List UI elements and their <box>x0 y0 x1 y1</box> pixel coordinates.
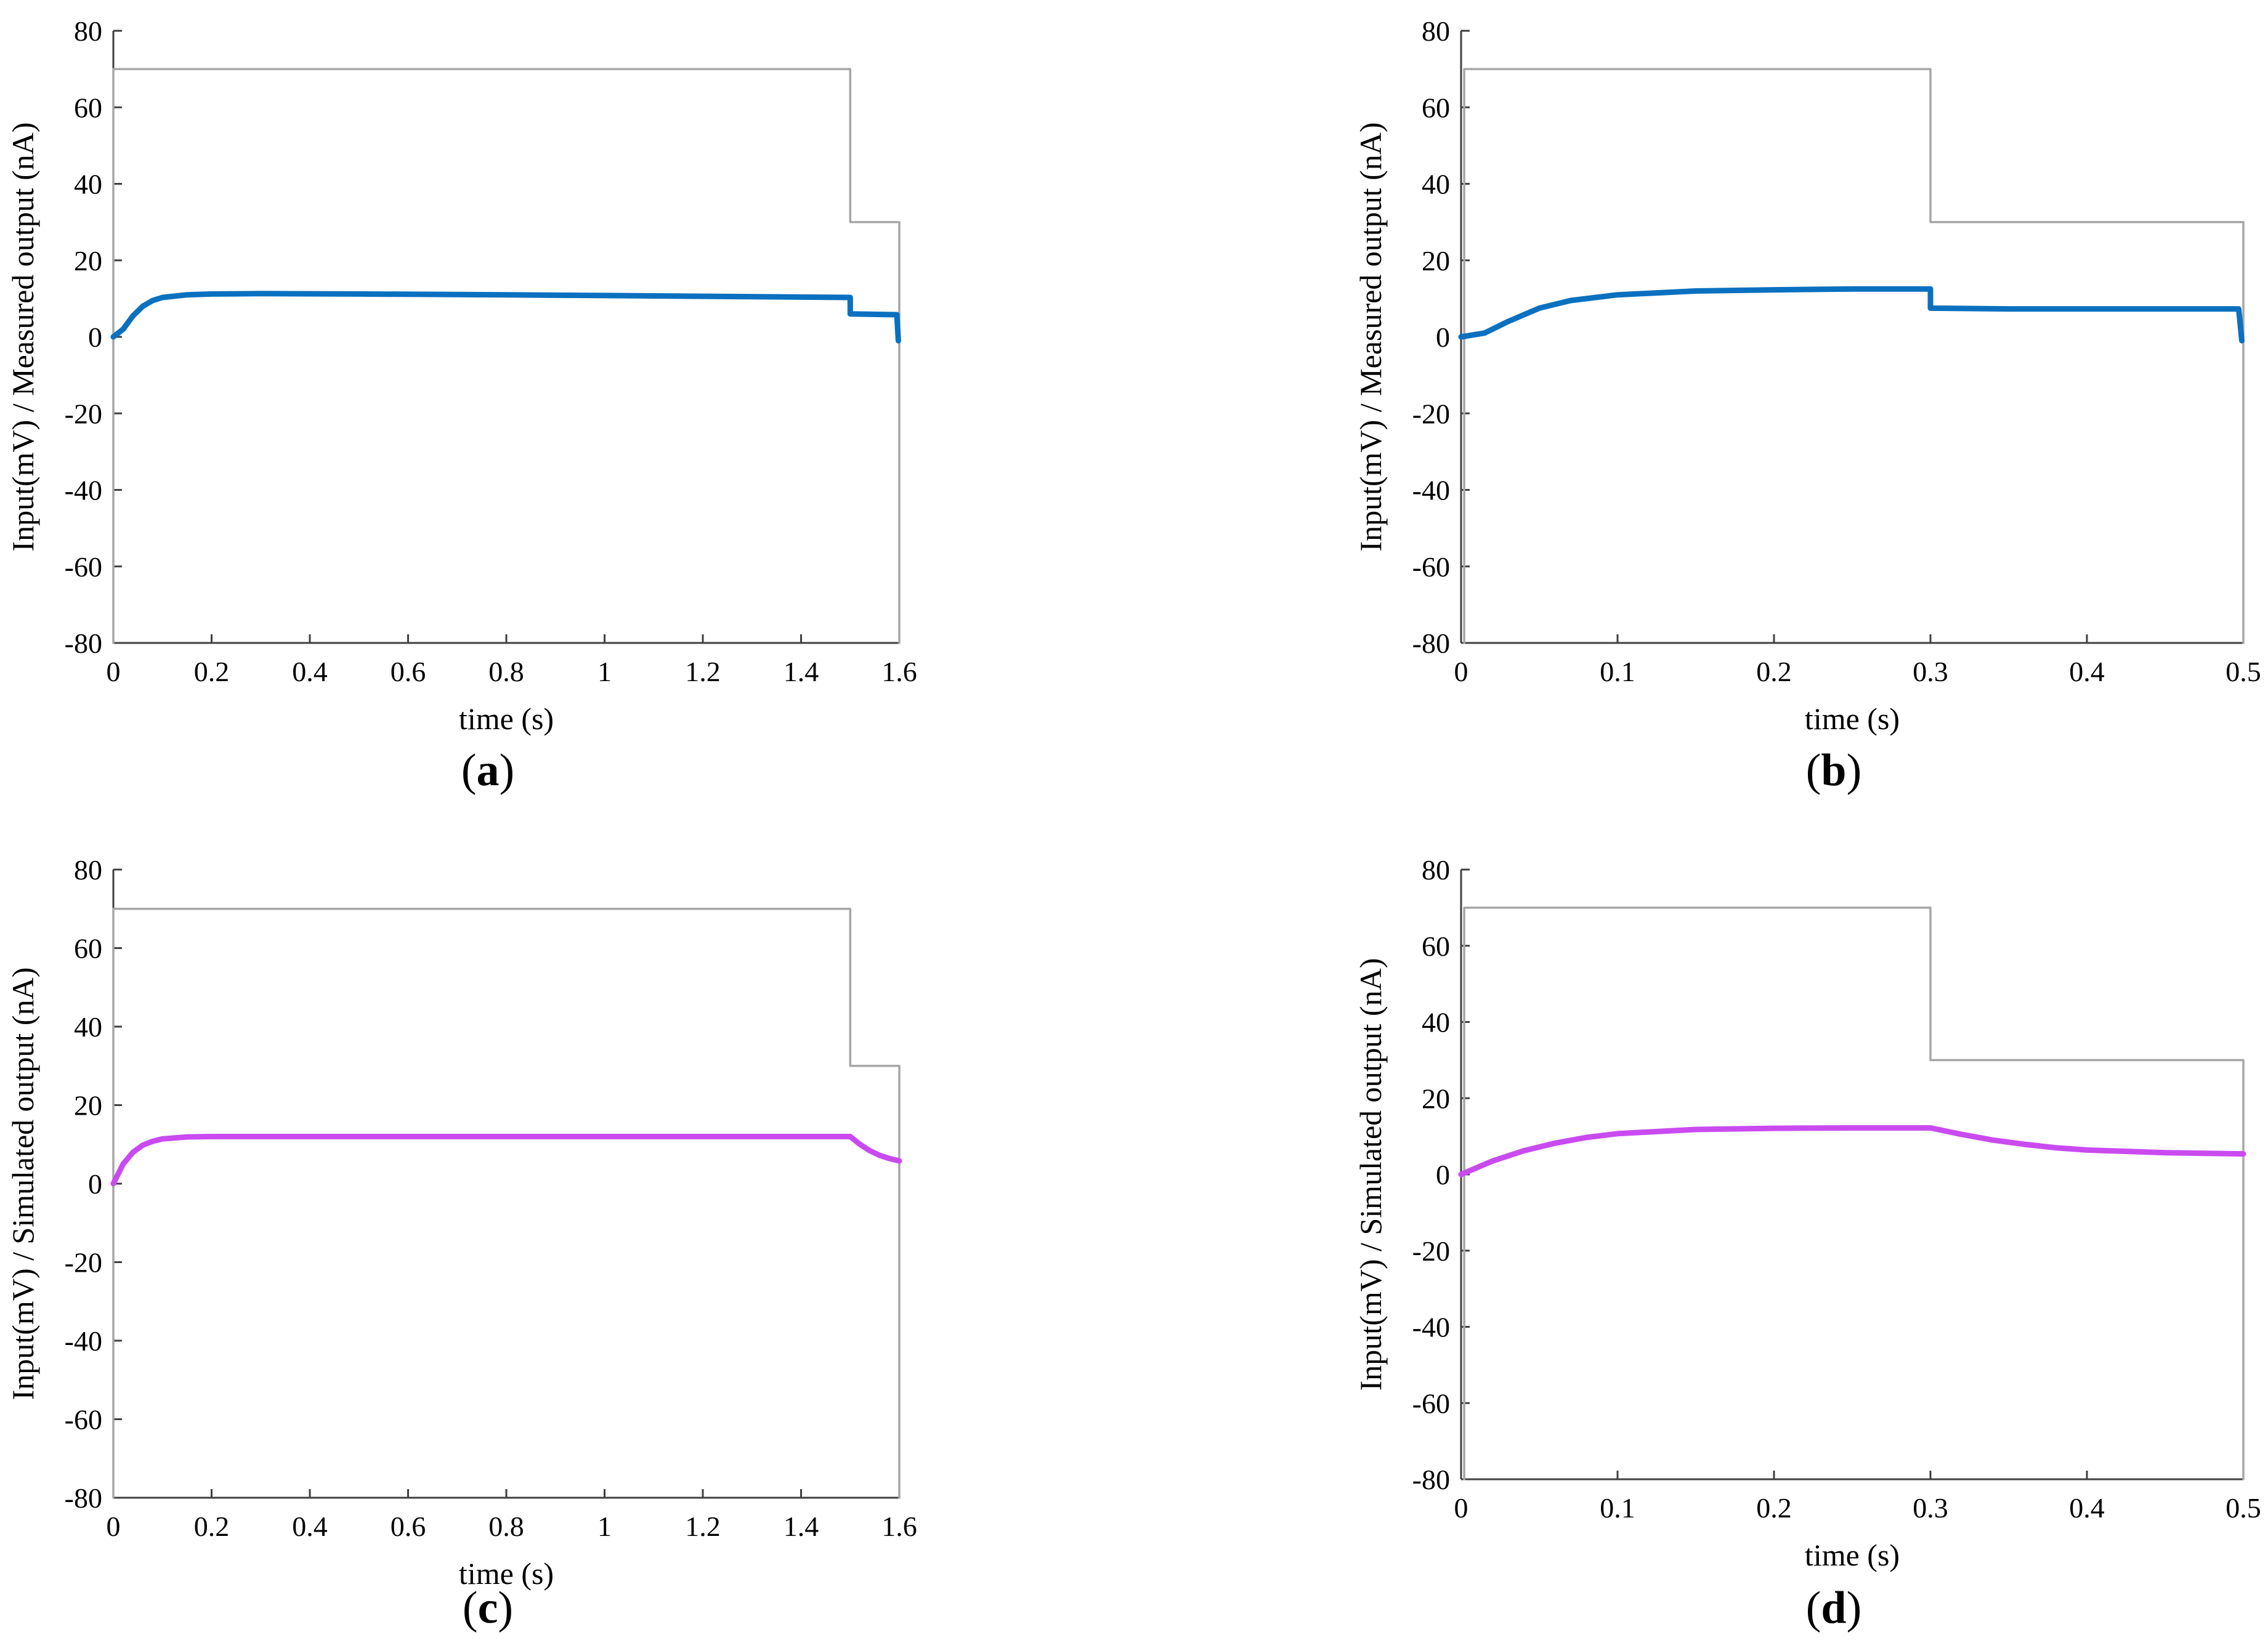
y-tick-label: 80 <box>1422 15 1450 47</box>
x-tick-label: 0.2 <box>1756 656 1792 687</box>
chart-panel-c: -80 -60 -40 -20 0 20 40 60 80 0 0.2 0.4 0.6 0.8 1 1.2 1.… <box>6 854 917 1633</box>
x-tick-label: 0 <box>1454 1492 1468 1524</box>
x-tick-label: 0.2 <box>194 1511 230 1542</box>
y-tick-label: -60 <box>1412 1387 1450 1419</box>
y-tick-label: -40 <box>65 475 102 506</box>
y-tick-label: -20 <box>1412 398 1450 429</box>
y-tick-label: 0 <box>88 1168 102 1200</box>
y-tick-label: 20 <box>1422 245 1450 277</box>
y-tick-label: 40 <box>74 169 102 200</box>
y-axis-title: Input(mV) / Simulated output (nA) <box>1353 958 1388 1391</box>
input-series-line <box>1463 68 2245 644</box>
x-tick-label: 0 <box>107 1511 121 1542</box>
y-tick-label: -20 <box>1412 1235 1450 1267</box>
panel-letter: c <box>478 1583 498 1633</box>
y-tick-label: -80 <box>65 1482 102 1514</box>
y-tick-label: -20 <box>65 398 102 429</box>
y-tick-label: -80 <box>1412 628 1450 659</box>
y-tick-label: 80 <box>1422 854 1450 886</box>
x-axis-title: time (s) <box>459 701 554 736</box>
panel-label: (c) <box>463 1583 513 1633</box>
panel-label: (b) <box>1806 745 1861 796</box>
x-tick-label: 1 <box>597 1511 612 1542</box>
chart-panel-a: -80 -60 -40 -20 0 20 40 60 80 0 0.2 0.4 0.6 0.8 1 1.2 1.… <box>6 15 917 796</box>
y-tick-label: -80 <box>1412 1464 1450 1495</box>
measured-output-line <box>110 291 901 344</box>
y-axis-title: Input(mV) / Measured output (nA) <box>6 122 40 551</box>
panel-label: (a) <box>461 745 514 796</box>
panel-letter: d <box>1821 1583 1846 1633</box>
input-series-line <box>112 68 901 644</box>
x-tick-label: 1.6 <box>881 656 917 687</box>
simulated-output-line <box>1458 1125 2246 1177</box>
x-tick-label: 0 <box>1454 656 1468 687</box>
y-tick-label: -60 <box>1412 551 1450 583</box>
y-tick-label: 0 <box>88 321 102 353</box>
y-tick-label: 60 <box>74 933 102 964</box>
y-tick-label: -40 <box>65 1325 102 1357</box>
x-tick-label: 1.2 <box>685 656 721 687</box>
y-tick-label: -40 <box>1412 475 1450 506</box>
x-tick-label: 0 <box>107 656 121 687</box>
x-tick-label: 0.1 <box>1600 656 1635 687</box>
y-tick-label: 20 <box>1422 1083 1450 1114</box>
x-tick-label: 1.2 <box>685 1511 721 1542</box>
y-tick-label: -60 <box>65 551 102 583</box>
y-tick-label: 80 <box>74 854 102 886</box>
x-tick-label: 0.3 <box>1913 1492 1948 1524</box>
x-tick-label: 0.6 <box>391 1511 426 1542</box>
y-tick-label: 40 <box>1422 169 1450 200</box>
y-tick-label: -20 <box>65 1247 102 1278</box>
y-tick-label: 80 <box>74 15 102 47</box>
chart-panel-b: -80 -60 -40 -20 0 20 40 60 80 0 0.1 0.2 0.3 0.4 0.5 tim… <box>1353 15 2261 796</box>
y-tick-label: 40 <box>74 1011 102 1043</box>
panel-label: (d) <box>1806 1583 1861 1633</box>
y-axis-title: Input(mV) / Measured output (nA) <box>1353 122 1388 551</box>
y-tick-label: 20 <box>74 1090 102 1121</box>
x-tick-label: 0.1 <box>1600 1492 1635 1524</box>
x-tick-label: 0.4 <box>2069 1492 2105 1524</box>
x-tick-label: 1.4 <box>784 656 819 687</box>
x-tick-label: 0.5 <box>2225 1492 2261 1524</box>
x-tick-label: 0.4 <box>292 656 328 687</box>
x-tick-label: 1 <box>597 656 612 687</box>
y-tick-label: 0 <box>1436 321 1450 353</box>
x-tick-label: 0.4 <box>2069 656 2105 687</box>
x-tick-label: 0.6 <box>391 656 426 687</box>
input-series-line <box>112 908 901 1499</box>
y-tick-label: 20 <box>74 245 102 277</box>
x-tick-label: 1.4 <box>784 1511 819 1542</box>
x-tick-label: 0.8 <box>488 656 524 687</box>
y-tick-label: -60 <box>65 1404 102 1436</box>
y-tick-label: 60 <box>1422 931 1450 962</box>
panel-letter: b <box>1821 745 1846 796</box>
chart-panel-d: -80 -60 -40 -20 0 20 40 60 80 0 0.1 0.2 0.3 0.4 0.5 tim… <box>1353 854 2261 1633</box>
y-tick-label: -80 <box>65 628 102 659</box>
measured-output-line <box>1458 286 2245 344</box>
y-tick-label: 40 <box>1422 1007 1450 1038</box>
y-tick-label: -40 <box>1412 1312 1450 1343</box>
x-tick-label: 0.4 <box>292 1511 328 1542</box>
x-tick-label: 0.8 <box>488 1511 524 1542</box>
simulated-output-line <box>110 1134 902 1187</box>
input-series-line <box>1463 907 2245 1480</box>
x-axis-title: time (s) <box>459 1556 554 1591</box>
x-axis-title: time (s) <box>1805 701 1900 736</box>
x-tick-label: 0.3 <box>1913 656 1948 687</box>
x-tick-label: 1.6 <box>881 1511 917 1542</box>
y-tick-label: 60 <box>1422 92 1450 123</box>
y-tick-label: 60 <box>74 92 102 123</box>
y-tick-label: 0 <box>1436 1159 1450 1190</box>
x-tick-label: 0.2 <box>194 656 230 687</box>
x-tick-label: 0.5 <box>2225 656 2261 687</box>
y-axis-title: Input(mV) / Simulated output (nA) <box>6 967 40 1400</box>
panel-letter: a <box>477 745 500 796</box>
x-tick-label: 0.2 <box>1756 1492 1792 1524</box>
x-axis-title: time (s) <box>1805 1538 1900 1572</box>
